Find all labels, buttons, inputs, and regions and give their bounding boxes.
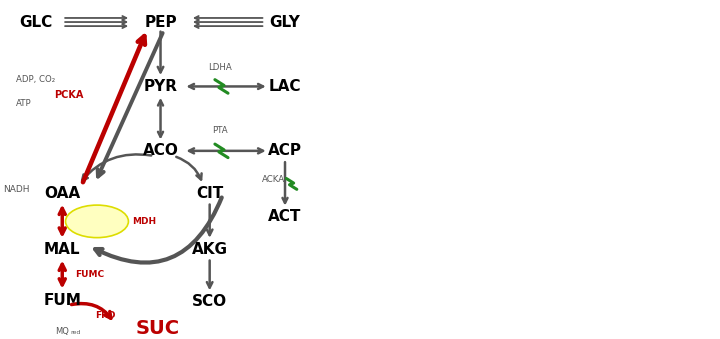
Text: FUMC: FUMC — [76, 270, 104, 279]
Text: PTA: PTA — [212, 126, 228, 135]
Text: OAA: OAA — [44, 186, 81, 201]
Text: ADP, CO₂: ADP, CO₂ — [17, 75, 55, 84]
Text: ACP: ACP — [268, 143, 302, 158]
Text: PEP: PEP — [144, 15, 177, 29]
Text: ACKA: ACKA — [262, 175, 285, 184]
Text: ACO: ACO — [143, 143, 179, 158]
Text: SCO: SCO — [192, 294, 228, 309]
Text: FUM: FUM — [43, 293, 81, 307]
Circle shape — [66, 205, 128, 238]
Text: NADH: NADH — [4, 185, 30, 194]
Text: LAC: LAC — [269, 79, 301, 94]
Text: MDH: MDH — [132, 217, 156, 226]
Text: red: red — [71, 330, 81, 335]
Text: PYR: PYR — [143, 79, 178, 94]
Text: MQ: MQ — [55, 327, 69, 336]
Text: PCKA: PCKA — [54, 90, 83, 100]
Text: AKG: AKG — [192, 242, 228, 257]
Text: LDHA: LDHA — [208, 63, 232, 72]
Text: ACT: ACT — [269, 210, 302, 224]
Text: FRD: FRD — [95, 311, 115, 320]
Text: GLC: GLC — [19, 15, 53, 29]
Text: ATP: ATP — [17, 99, 32, 108]
Text: SUC: SUC — [135, 319, 179, 338]
Text: MAL: MAL — [44, 242, 81, 257]
Text: CIT: CIT — [196, 186, 223, 201]
Text: GLY: GLY — [269, 15, 300, 29]
